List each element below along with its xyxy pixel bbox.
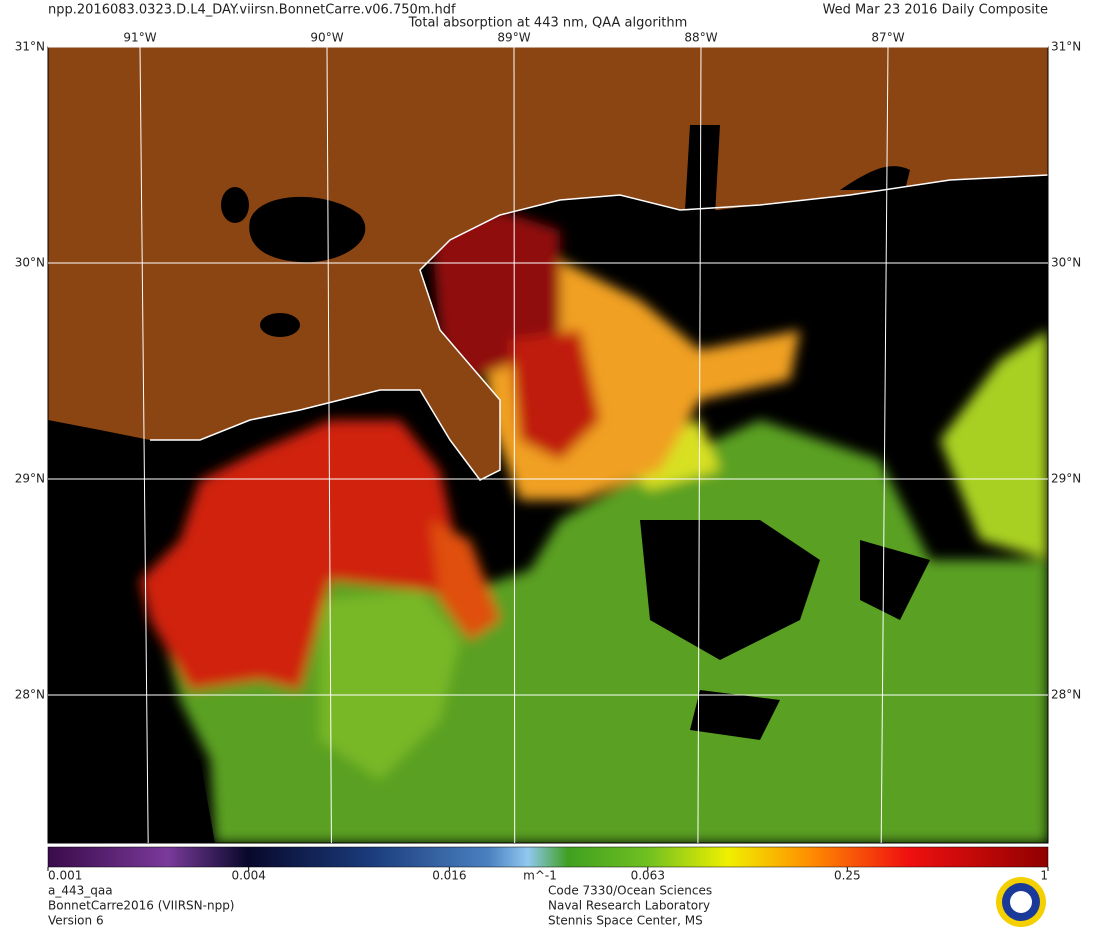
latitude-label: 29°N xyxy=(1051,472,1081,486)
latitude-label: 31°N xyxy=(1051,40,1081,54)
longitude-label: 89°W xyxy=(497,31,530,45)
colorbar-tick-label: 0.25 xyxy=(834,869,861,883)
colorbar xyxy=(47,846,1049,868)
footer-center: Naval Research Laboratory xyxy=(548,899,710,913)
title: Total absorption at 443 nm, QAA algorith… xyxy=(408,16,688,31)
date: Wed Mar 23 2016 Daily Composite xyxy=(823,3,1048,18)
colorbar-tick-label: 0.004 xyxy=(232,869,266,883)
longitude-label: 91°W xyxy=(123,31,156,45)
meridian xyxy=(326,46,332,844)
meridian xyxy=(697,46,702,844)
footer-center: Stennis Space Center, MS xyxy=(548,914,703,928)
footer-center: Code 7330/Ocean Sciences xyxy=(548,884,712,898)
file-name: npp.2016083.0323.D.L4_DAY.viirsn.BonnetC… xyxy=(48,3,456,18)
longitude-label: 87°W xyxy=(871,31,904,45)
footer-left: BonnetCarre2016 (VIIRSN-npp) xyxy=(48,899,235,913)
footer-left: a_443_qaa xyxy=(48,884,113,898)
colorbar-tick-label: 0.063 xyxy=(631,869,665,883)
longitude-label: 90°W xyxy=(310,31,343,45)
footer-left: Version 6 xyxy=(48,914,104,928)
latitude-label: 28°N xyxy=(15,688,45,702)
meridian xyxy=(513,46,516,844)
map-image xyxy=(48,47,1048,843)
colorbar-tick-label: 1 xyxy=(1040,869,1048,883)
colorbar-tick-label: 0.016 xyxy=(432,869,466,883)
meridian xyxy=(880,46,889,844)
meridian xyxy=(139,46,149,844)
colorbar-tick-label: 0.001 xyxy=(48,869,82,883)
latitude-label: 30°N xyxy=(15,256,45,270)
longitude-label: 88°W xyxy=(684,31,717,45)
colorbar-unit: m^-1 xyxy=(523,869,557,883)
latitude-label: 30°N xyxy=(1051,256,1081,270)
logo xyxy=(996,877,1046,927)
latitude-label: 31°N xyxy=(15,40,45,54)
latitude-label: 29°N xyxy=(15,472,45,486)
latitude-label: 28°N xyxy=(1051,688,1081,702)
